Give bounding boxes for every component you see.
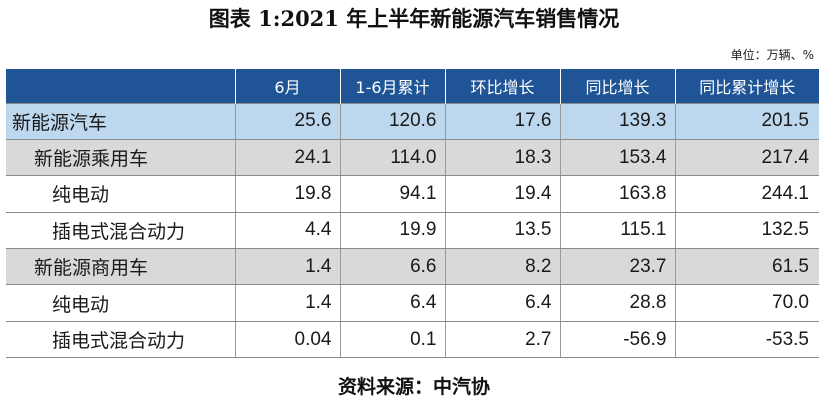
cell-ytd: 0.1 bbox=[340, 321, 446, 359]
cell-june: 0.04 bbox=[235, 321, 341, 359]
cell-yoy-cumulative: 201.5 bbox=[675, 102, 819, 140]
table-row: 纯电动 19.8 94.1 19.4 163.8 244.1 bbox=[6, 175, 819, 213]
cell-yoy: -56.9 bbox=[560, 321, 676, 359]
cell-ytd: 114.0 bbox=[340, 139, 446, 177]
cell-yoy: 153.4 bbox=[560, 139, 676, 177]
header-row: 6月 1-6月累计 环比增长 同比增长 同比累计增长 bbox=[6, 69, 819, 103]
table-row: 新能源乘用车 24.1 114.0 18.3 153.4 217.4 bbox=[6, 139, 819, 177]
cell-yoy: 23.7 bbox=[560, 248, 676, 286]
cell-yoy: 115.1 bbox=[560, 212, 676, 250]
table-header: 6月 1-6月累计 环比增长 同比增长 同比累计增长 bbox=[6, 69, 819, 103]
table-row: 新能源汽车 25.6 120.6 17.6 139.3 201.5 bbox=[6, 102, 819, 140]
figure-title: 图表 1:2021 年上半年新能源汽车销售情况 bbox=[208, 6, 620, 31]
cell-yoy-cumulative: 70.0 bbox=[675, 284, 819, 322]
cell-yoy: 139.3 bbox=[560, 102, 676, 140]
header-cell-yoy-cumulative: 同比累计增长 bbox=[674, 69, 819, 103]
header-cell-ytd: 1-6月累计 bbox=[339, 69, 446, 103]
header-cell-category bbox=[6, 69, 236, 103]
row-label: 插电式混合动力 bbox=[6, 212, 236, 250]
row-label: 纯电动 bbox=[6, 284, 236, 322]
cell-ytd: 120.6 bbox=[340, 102, 446, 140]
cell-yoy-cumulative: 244.1 bbox=[675, 175, 819, 213]
cell-mom: 18.3 bbox=[445, 139, 561, 177]
table-row: 插电式混合动力 0.04 0.1 2.7 -56.9 -53.5 bbox=[6, 321, 819, 359]
row-label: 纯电动 bbox=[6, 175, 236, 213]
cell-yoy: 163.8 bbox=[560, 175, 676, 213]
cell-mom: 2.7 bbox=[445, 321, 561, 359]
row-label: 新能源乘用车 bbox=[6, 139, 236, 177]
cell-ytd: 94.1 bbox=[340, 175, 446, 213]
row-label: 新能源商用车 bbox=[6, 248, 236, 286]
cell-mom: 19.4 bbox=[445, 175, 561, 213]
cell-yoy-cumulative: 61.5 bbox=[675, 248, 819, 286]
cell-mom: 6.4 bbox=[445, 284, 561, 322]
header-cell-june: 6月 bbox=[234, 69, 341, 103]
cell-ytd: 6.6 bbox=[340, 248, 446, 286]
table-row: 纯电动 1.4 6.4 6.4 28.8 70.0 bbox=[6, 284, 819, 322]
cell-ytd: 6.4 bbox=[340, 284, 446, 322]
header-cell-mom: 环比增长 bbox=[444, 69, 561, 103]
cell-ytd: 19.9 bbox=[340, 212, 446, 250]
row-label: 插电式混合动力 bbox=[6, 321, 236, 359]
cell-mom: 13.5 bbox=[445, 212, 561, 250]
cell-june: 19.8 bbox=[235, 175, 341, 213]
cell-june: 1.4 bbox=[235, 248, 341, 286]
cell-june: 25.6 bbox=[235, 102, 341, 140]
cell-june: 24.1 bbox=[235, 139, 341, 177]
header-cell-yoy: 同比增长 bbox=[559, 69, 676, 103]
cell-yoy-cumulative: 132.5 bbox=[675, 212, 819, 250]
unit-note: 单位：万辆、% bbox=[730, 48, 814, 62]
cell-mom: 17.6 bbox=[445, 102, 561, 140]
table-body: 新能源汽车 25.6 120.6 17.6 139.3 201.5 新能源乘用车… bbox=[6, 102, 819, 359]
cell-mom: 8.2 bbox=[445, 248, 561, 286]
cell-yoy-cumulative: 217.4 bbox=[675, 139, 819, 177]
sales-table: 6月 1-6月累计 环比增长 同比增长 同比累计增长 新能源汽车 25.6 12… bbox=[6, 69, 819, 359]
cell-yoy-cumulative: -53.5 bbox=[675, 321, 819, 359]
cell-june: 1.4 bbox=[235, 284, 341, 322]
cell-yoy: 28.8 bbox=[560, 284, 676, 322]
cell-june: 4.4 bbox=[235, 212, 341, 250]
row-label: 新能源汽车 bbox=[6, 102, 236, 140]
table-row: 插电式混合动力 4.4 19.9 13.5 115.1 132.5 bbox=[6, 212, 819, 250]
table-row: 新能源商用车 1.4 6.6 8.2 23.7 61.5 bbox=[6, 248, 819, 286]
source-note: 资料来源：中汽协 bbox=[337, 376, 490, 398]
